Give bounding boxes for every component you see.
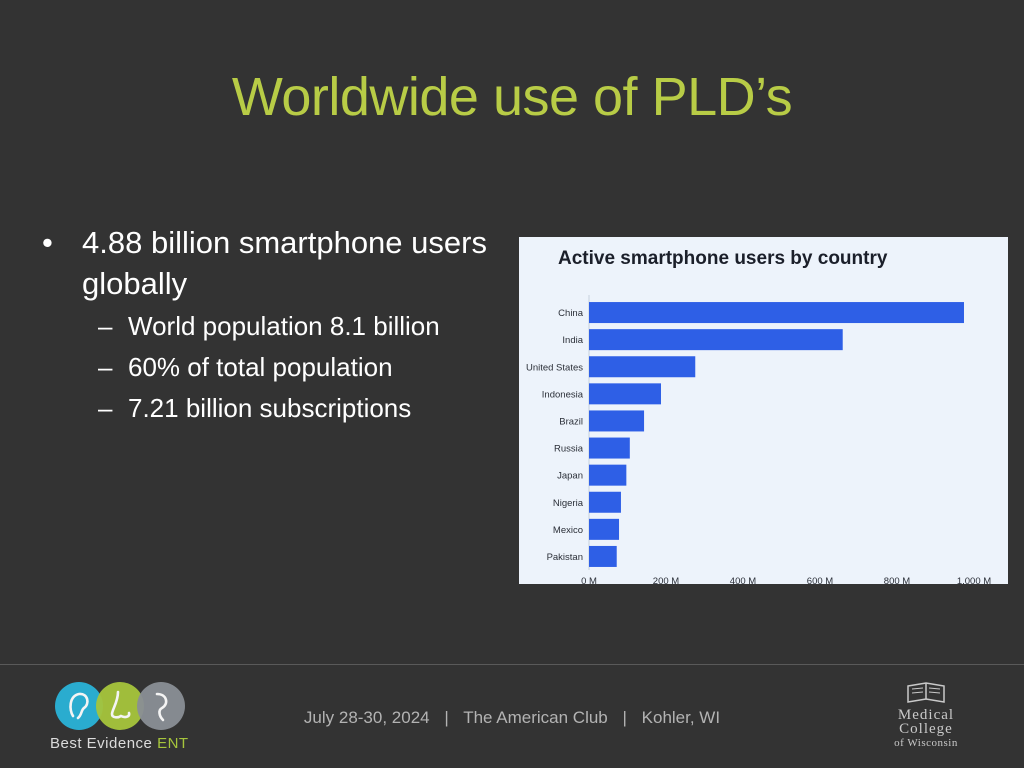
category-label: Indonesia [542, 389, 584, 400]
logo-caption-main: Best Evidence [50, 735, 158, 752]
bar-indonesia [589, 383, 661, 405]
sub-bullet-item: – 7.21 billion subscriptions [98, 388, 502, 429]
logo-line-3: of Wisconsin [894, 737, 958, 749]
chart-category-labels: China India United States Indonesia Brazil Ru… [526, 308, 584, 563]
category-label: Brazil [559, 416, 583, 427]
medical-college-of-wisconsin-logo: Medical College of Wisconsin [872, 680, 980, 760]
footer-separator: | [444, 708, 449, 727]
chart-x-ticks: 0 M 200 M 400 M 600 M 800 M 1,000 M [581, 576, 991, 584]
x-tick-label: 1,000 M [957, 576, 991, 584]
bar-nigeria [589, 491, 621, 513]
footer-separator: | [622, 708, 627, 727]
logo-circles [50, 682, 200, 730]
ear-icon [55, 682, 103, 730]
footer-venue: The American Club [463, 708, 608, 727]
bar-chart: Active smartphone users by country China… [519, 237, 1008, 584]
category-label: India [562, 335, 583, 346]
logo-caption-accent: ENT [157, 735, 189, 752]
footer-date: July 28-30, 2024 [303, 708, 430, 727]
chart-svg: Active smartphone users by country China… [526, 248, 991, 584]
dash-marker: – [98, 311, 113, 341]
x-tick-label: 200 M [653, 576, 679, 584]
x-tick-label: 800 M [884, 576, 910, 584]
throat-icon [137, 682, 185, 730]
nose-icon [96, 682, 144, 730]
bullet-text: 4.88 billion smartphone users globally [82, 225, 487, 301]
slide-title: Worldwide use of PLD’s [231, 67, 793, 127]
logo-line-2: College [899, 721, 953, 737]
bar-united-states [589, 356, 696, 378]
bar-mexico [589, 518, 620, 540]
bar-india [589, 329, 843, 351]
sub-bullet-text: 60% of total population [128, 352, 393, 382]
footer-info: July 28-30, 2024 | The American Club | K… [0, 708, 1024, 728]
logo-caption: Best Evidence ENT [50, 735, 200, 752]
footer-divider [0, 664, 1024, 665]
category-label: Pakistan [547, 552, 583, 563]
chart-title: Active smartphone users by country [558, 248, 888, 269]
best-evidence-ent-logo: Best Evidence ENT [50, 682, 200, 758]
sub-bullet-item: – 60% of total population [98, 347, 502, 388]
category-label: Mexico [553, 525, 583, 536]
bar-russia [589, 437, 630, 459]
x-tick-label: 600 M [807, 576, 833, 584]
bullet-dot: • [42, 225, 53, 260]
sub-bullet-list: – World population 8.1 billion – 60% of … [98, 306, 502, 429]
sub-bullet-text: 7.21 billion subscriptions [128, 393, 412, 423]
category-label: Nigeria [553, 498, 584, 509]
bar-brazil [589, 410, 645, 432]
dash-marker: – [98, 352, 113, 382]
bar-pakistan [589, 545, 617, 567]
sub-bullet-text: World population 8.1 billion [128, 311, 440, 341]
category-label: United States [526, 362, 583, 373]
dash-marker: – [98, 393, 113, 423]
footer-location: Kohler, WI [641, 708, 721, 727]
open-book-icon [907, 682, 945, 703]
x-tick-label: 400 M [730, 576, 756, 584]
x-tick-label: 0 M [581, 576, 597, 584]
category-label: China [558, 308, 584, 319]
bar-japan [589, 464, 627, 486]
category-label: Japan [557, 471, 583, 482]
bullet-list: • 4.88 billion smartphone users globally… [42, 222, 502, 429]
chart-bars [589, 302, 964, 567]
logo-line-1: Medical [897, 707, 955, 723]
bullet-item: • 4.88 billion smartphone users globally [42, 222, 502, 304]
category-label: Russia [554, 444, 584, 455]
sub-bullet-item: – World population 8.1 billion [98, 306, 502, 347]
bar-china [589, 302, 964, 324]
